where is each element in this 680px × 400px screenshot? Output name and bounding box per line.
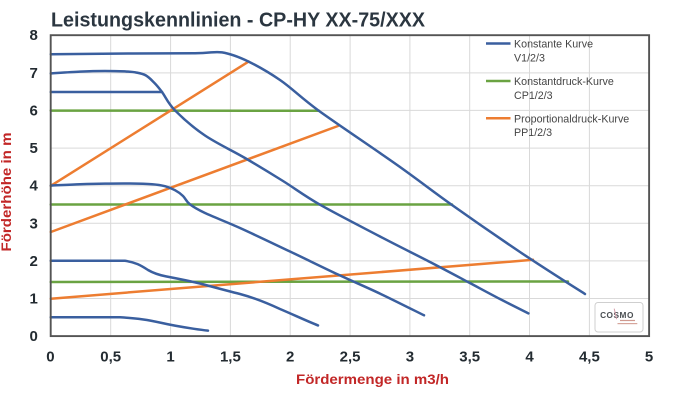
svg-text:1: 1 — [29, 291, 37, 308]
svg-text:Förderhöhe in m: Förderhöhe in m — [0, 133, 14, 252]
svg-text:5: 5 — [645, 349, 653, 366]
svg-text:4: 4 — [29, 178, 38, 195]
svg-text:4,5: 4,5 — [579, 349, 600, 366]
svg-text:3: 3 — [29, 215, 37, 232]
svg-text:1: 1 — [166, 349, 174, 366]
svg-text:CP1/2/3: CP1/2/3 — [514, 90, 553, 102]
svg-text:7: 7 — [29, 65, 37, 82]
svg-text:V1/2/3: V1/2/3 — [514, 52, 545, 64]
svg-text:Konstantdruck-Kurve: Konstantdruck-Kurve — [514, 76, 614, 88]
svg-text:Fördermenge in m3/h: Fördermenge in m3/h — [296, 371, 449, 387]
svg-text:PP1/2/3: PP1/2/3 — [514, 127, 552, 139]
svg-text:2: 2 — [286, 349, 294, 366]
svg-text:2,5: 2,5 — [340, 349, 361, 366]
svg-text:0,5: 0,5 — [100, 349, 121, 366]
svg-text:3: 3 — [406, 349, 414, 366]
svg-text:Konstante Kurve: Konstante Kurve — [514, 39, 593, 51]
svg-text:5: 5 — [29, 140, 37, 157]
svg-text:Proportionaldruck-Kurve: Proportionaldruck-Kurve — [514, 114, 629, 126]
svg-text:2: 2 — [29, 253, 37, 270]
svg-text:COSMO: COSMO — [600, 310, 634, 320]
svg-text:Leistungskennlinien - CP-HY XX: Leistungskennlinien - CP-HY XX-75/XXX — [51, 9, 426, 31]
svg-text:3,5: 3,5 — [459, 349, 480, 366]
svg-text:0: 0 — [29, 328, 37, 345]
svg-text:8: 8 — [29, 27, 37, 44]
svg-text:6: 6 — [29, 102, 37, 119]
svg-text:1,5: 1,5 — [220, 349, 241, 366]
svg-text:4: 4 — [525, 349, 534, 366]
svg-text:0: 0 — [46, 349, 54, 366]
